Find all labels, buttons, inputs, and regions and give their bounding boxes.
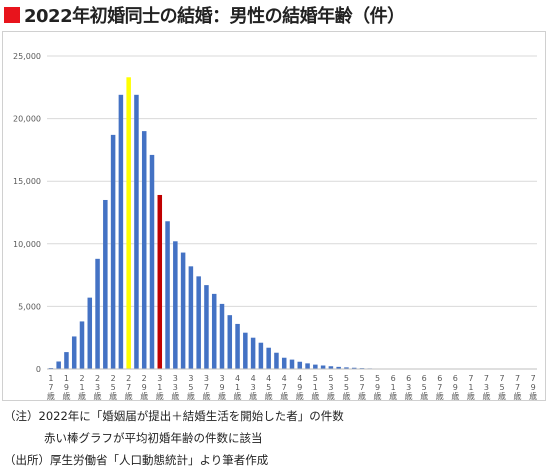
y-tick-label: 15,000: [13, 177, 41, 186]
bar: [320, 365, 326, 369]
bar: [165, 221, 170, 369]
bar: [48, 367, 54, 369]
bar: [351, 367, 357, 369]
bar: [211, 293, 217, 369]
bar: [87, 297, 93, 369]
bar: [243, 332, 248, 369]
bar: [297, 361, 303, 369]
bar: [289, 359, 295, 369]
bar: [344, 367, 349, 369]
bar: [305, 363, 310, 369]
y-tick-label: 5,000: [18, 302, 41, 311]
bar: [235, 323, 240, 369]
note-line-2: 赤い棒グラフが平均初婚年齢の件数に該当: [44, 431, 263, 445]
bar: [258, 342, 264, 369]
bar: [227, 315, 233, 369]
bar: [95, 258, 100, 369]
bar: [64, 352, 69, 369]
bar: [141, 131, 147, 369]
bar: [79, 321, 85, 369]
page-title: 2022年初婚同士の結婚：男性の結婚年齢（件）: [24, 6, 405, 27]
bar: [134, 94, 139, 369]
y-tick-label: 25,000: [13, 52, 41, 61]
bar: [126, 77, 131, 369]
bar: [188, 266, 194, 369]
title-marker-icon: [4, 7, 20, 23]
bar: [336, 366, 341, 369]
y-tick-label: 20,000: [13, 115, 41, 124]
y-tick-label: 0: [36, 365, 41, 374]
bar-chart: 0 5,000 10,000 15,000 20,000 25,000 1 7 歳 1 9 歳 2 1 歳 2…: [13, 52, 537, 400]
bar: [219, 303, 225, 369]
bar: [274, 352, 279, 369]
title-row: 2022年初婚同士の結婚：男性の結婚年齢（件）: [4, 2, 405, 28]
source-note: （出所）厚生労働省「人口動態統計」より筆者作成: [4, 453, 269, 467]
chart-frame: 0 5,000 10,000 15,000 20,000 25,000 1 7 歳 1 9 歳 2 1 歳 2…: [2, 31, 546, 401]
bar: [103, 199, 108, 369]
notes: （注）2022年に「婚姻届が提出＋結婚生活を開始した者」の件数 赤い棒グラフが平…: [4, 405, 344, 471]
bar: [180, 252, 186, 369]
bar: [196, 276, 201, 369]
bar: [149, 154, 155, 369]
bar: [204, 285, 209, 369]
bar: [71, 336, 77, 369]
bar: [173, 241, 178, 369]
bar: [266, 347, 271, 369]
bar: [110, 134, 116, 369]
bar: [56, 361, 61, 369]
bar: [328, 366, 334, 369]
bar: [118, 94, 124, 369]
bar: [250, 337, 256, 369]
bar: [313, 364, 318, 369]
y-tick-label: 10,000: [13, 240, 41, 249]
bar: [281, 357, 287, 369]
bar: [157, 194, 163, 369]
note-line-1: （注）2022年に「婚姻届が提出＋結婚生活を開始した者」の件数: [4, 409, 344, 423]
